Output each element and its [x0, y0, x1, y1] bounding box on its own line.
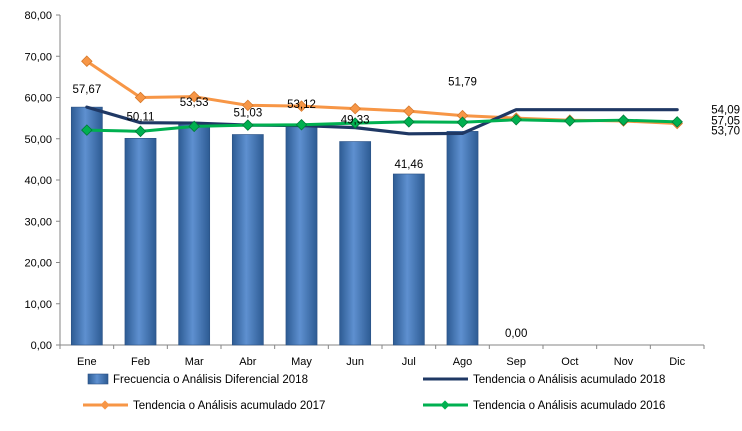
bar [231, 134, 264, 346]
bar-data-label: 53,12 [287, 99, 316, 111]
legend-label: Tendencia o Análisis acumulado 2017 [133, 400, 325, 412]
x-tick-label: Jul [402, 356, 416, 368]
line-end-label: 54,09 [711, 105, 740, 117]
legend-item: Tendencia o Análisis acumulado 2017 [83, 400, 325, 412]
legend-item: Frecuencia o Análisis Diferencial 2018 [87, 373, 308, 386]
bar [285, 125, 318, 346]
bar-data-label: 51,03 [233, 108, 262, 120]
bar-data-label: 50,11 [127, 111, 155, 123]
bar-series [70, 106, 479, 346]
series-point [134, 91, 147, 104]
series-point [564, 115, 576, 127]
line-end-label: 57,05 [711, 116, 740, 128]
legend-marker [440, 400, 450, 410]
legend-item: Tendencia o Análisis acumulado 2018 [423, 374, 665, 386]
line-series [81, 55, 683, 138]
y-tick-label: 50,00 [24, 134, 52, 146]
data-labels: 57,67 50,11 53,53 51,03 53,12 49,33 41,46 51,79… [72, 76, 740, 340]
legend-item: Tendencia o Análisis acumulado 2016 [423, 400, 665, 412]
series-point [671, 116, 683, 128]
bar [124, 137, 157, 346]
bar-data-label: 57,67 [72, 84, 101, 96]
x-tick-label: Oct [561, 356, 578, 368]
legend-label: Tendencia o Análisis acumulado 2016 [473, 400, 665, 412]
bar [392, 173, 425, 346]
legend-label: Tendencia o Análisis acumulado 2018 [473, 374, 665, 386]
bar-data-label: 51,79 [448, 76, 477, 88]
y-tick-label: 30,00 [24, 216, 52, 228]
x-tick-label: Nov [614, 356, 634, 368]
series-point [349, 102, 361, 115]
y-tick-label: 40,00 [24, 175, 52, 187]
legend-swatch [87, 373, 109, 385]
series-point [349, 117, 361, 129]
x-tick-label: Abr [239, 356, 256, 368]
bar-data-label: 41,46 [394, 159, 423, 171]
y-tick-label: 70,00 [24, 51, 52, 63]
series-point [188, 90, 200, 103]
bar [70, 106, 103, 346]
bar-data-label: 53,53 [180, 97, 209, 109]
bar [178, 123, 211, 346]
series-line [85, 59, 679, 125]
bar-data-label: 49,33 [341, 115, 370, 127]
series-point [403, 105, 415, 117]
series-point [81, 124, 93, 136]
legend-marker [100, 400, 110, 410]
series-point [242, 119, 254, 131]
y-tick-label: 0,00 [31, 340, 52, 352]
y-tick-label: 60,00 [24, 93, 52, 105]
x-tick-label: Dic [669, 356, 685, 368]
bar [446, 131, 479, 346]
series-line [85, 105, 679, 136]
series-point [456, 116, 469, 129]
x-tick-label: Ene [77, 356, 97, 368]
series-point [295, 100, 308, 112]
bar-data-label: 0,00 [505, 328, 527, 340]
series-line [85, 118, 679, 133]
series-point [188, 120, 200, 133]
y-tick-label: 10,00 [24, 299, 52, 311]
x-tick-label: Sep [506, 356, 526, 368]
series-point [295, 118, 308, 131]
series-point [81, 55, 93, 67]
line-end-label: 53,70 [711, 126, 740, 138]
series-point [617, 114, 630, 126]
y-tick-label: 20,00 [24, 258, 52, 270]
series-point [242, 99, 254, 112]
x-tick-label: Jun [346, 356, 364, 368]
legend-label: Frecuencia o Análisis Diferencial 2018 [113, 374, 308, 386]
series-point [510, 114, 522, 126]
series-point [134, 125, 147, 138]
legend: Frecuencia o Análisis Diferencial 2018 Te… [83, 373, 665, 412]
x-tick-label: Mar [185, 356, 204, 368]
x-tick-label: Ago [453, 356, 473, 368]
x-tick-label: May [291, 356, 312, 368]
bar [339, 141, 372, 346]
axes: 0,00 10,00 20,00 30,00 40,00 50,00 60,00 70,00 8… [24, 10, 705, 368]
y-tick-label: 80,00 [24, 10, 52, 22]
series-point [403, 116, 415, 128]
x-tick-label: Feb [131, 356, 150, 368]
